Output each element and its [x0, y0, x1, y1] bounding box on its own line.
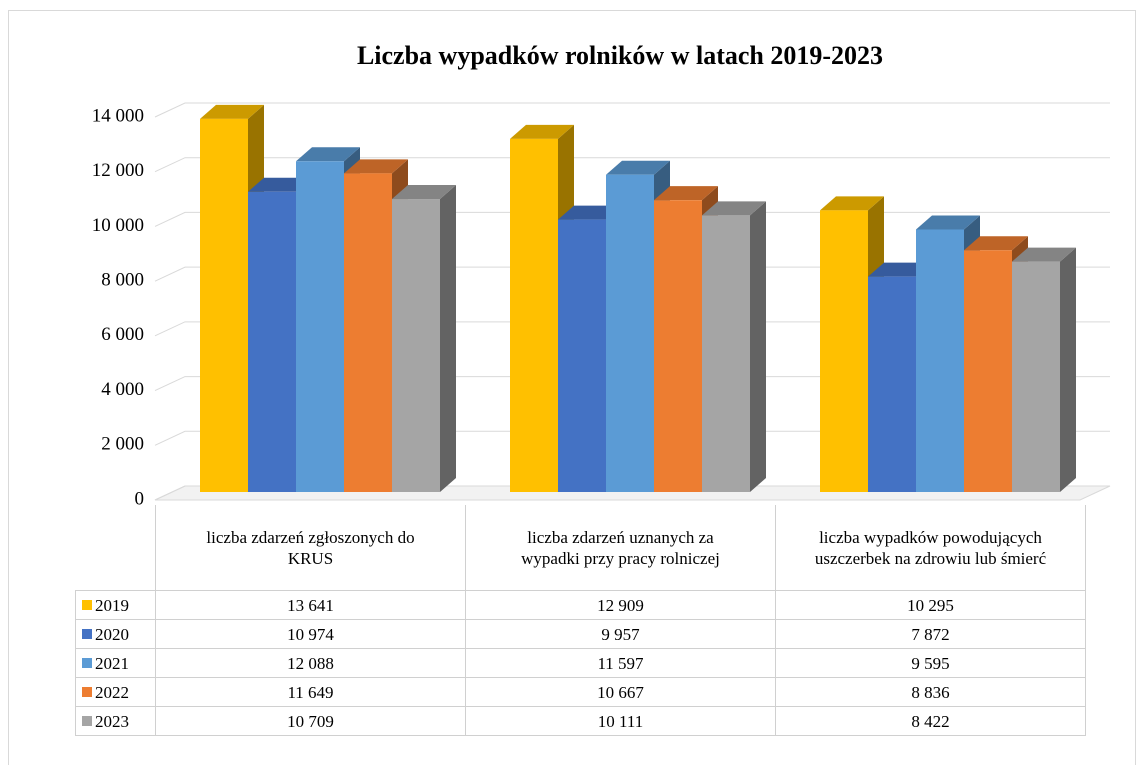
category-label: liczba zdarzeń zgłoszonych do KRUS [155, 505, 466, 591]
bar [248, 191, 296, 492]
bar-top [916, 215, 980, 230]
grid-line [154, 321, 1110, 337]
bar-side [440, 185, 456, 493]
legend-label: 2021 [95, 653, 129, 673]
grid-line [154, 266, 1110, 282]
bar [868, 276, 916, 492]
bar [702, 215, 750, 493]
bar-top [296, 147, 360, 162]
legend-cell: 2020 [75, 619, 156, 649]
legend-cell: 2019 [75, 590, 156, 620]
grid-line [154, 211, 1110, 227]
bar-top [510, 124, 574, 139]
bar [392, 199, 440, 493]
chart-border [8, 10, 1136, 765]
grid-line [154, 157, 1110, 173]
bar-top [392, 185, 456, 200]
legend-swatch [82, 687, 92, 697]
value-cell: 12 088 [155, 648, 466, 678]
bar [654, 200, 702, 493]
value-cell: 13 641 [155, 590, 466, 620]
legend-label: 2022 [95, 682, 129, 702]
grid-line [154, 485, 1110, 501]
value-cell: 8 422 [775, 706, 1086, 736]
value-cell: 11 649 [155, 677, 466, 707]
bar-top [344, 159, 408, 174]
value-cell: 11 597 [465, 648, 776, 678]
value-cell: 10 709 [155, 706, 466, 736]
legend-swatch [82, 629, 92, 639]
value-cell: 10 295 [775, 590, 1086, 620]
bar-top [606, 160, 670, 175]
chart-title: Liczba wypadków rolników w latach 2019-2… [357, 41, 883, 70]
category-text: liczba wypadków powodujących uszczerbek … [814, 527, 1047, 568]
bar [200, 118, 248, 492]
category-text: liczba zdarzeń zgłoszonych do KRUS [206, 527, 415, 568]
bar-top [820, 196, 884, 211]
legend-label: 2020 [95, 624, 129, 644]
y-tick-label: 14 000 [92, 105, 144, 126]
y-tick-label: 8 000 [101, 270, 144, 291]
legend-label: 2019 [95, 595, 129, 615]
category-text: liczba zdarzeń uznanych za wypadki przy … [521, 527, 720, 568]
value-cell: 12 909 [465, 590, 776, 620]
legend-swatch [82, 658, 92, 668]
bar [964, 250, 1012, 492]
value-cell: 9 957 [465, 619, 776, 649]
grid-line [154, 430, 1110, 446]
bar-side [750, 201, 766, 493]
y-tick-label: 2 000 [101, 434, 144, 455]
value-cell: 10 667 [465, 677, 776, 707]
bar-top [964, 236, 1028, 251]
legend-cell: 2022 [75, 677, 156, 707]
legend-swatch [82, 716, 92, 726]
bar [296, 161, 344, 492]
bar [820, 210, 868, 492]
value-cell: 9 595 [775, 648, 1086, 678]
bar [510, 138, 558, 492]
legend-swatch [82, 600, 92, 610]
category-label: liczba wypadków powodujących uszczerbek … [775, 505, 1086, 591]
y-tick-label: 4 000 [101, 379, 144, 400]
y-tick-label: 0 [135, 488, 145, 509]
bar [558, 219, 606, 493]
bar-top [1012, 247, 1076, 262]
value-cell: 8 836 [775, 677, 1086, 707]
legend-cell: 2023 [75, 706, 156, 736]
grid-line [154, 376, 1110, 392]
legend-label: 2023 [95, 711, 129, 731]
bar [606, 174, 654, 493]
legend-cell: 2021 [75, 648, 156, 678]
y-tick-label: 10 000 [92, 215, 144, 236]
grid-line [154, 102, 1110, 118]
bar [1012, 261, 1060, 492]
category-label: liczba zdarzeń uznanych za wypadki przy … [465, 505, 776, 591]
bar [344, 173, 392, 492]
value-cell: 10 974 [155, 619, 466, 649]
bar-top [654, 186, 718, 201]
bar-side [1060, 247, 1076, 492]
value-cell: 7 872 [775, 619, 1086, 649]
y-tick-label: 6 000 [101, 324, 144, 345]
bar-top [702, 201, 766, 216]
bar-top [200, 104, 264, 119]
y-tick-label: 12 000 [92, 160, 144, 181]
value-cell: 10 111 [465, 706, 776, 736]
bar [916, 229, 964, 492]
